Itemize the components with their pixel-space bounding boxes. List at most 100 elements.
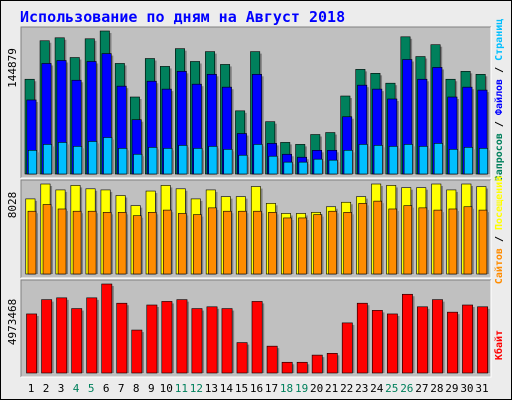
kbytes-bar-4: [71, 308, 83, 374]
kbytes-bar-19: [296, 361, 308, 374]
day-label-16: 16: [250, 382, 263, 395]
pages-bar-30: [463, 147, 473, 175]
sites-bar-2: [42, 204, 52, 275]
kbytes-bar-26: [402, 293, 413, 374]
pages-bar-6: [103, 137, 113, 175]
sites-bar-22: [343, 212, 352, 275]
panel-bevel-dark-2: [20, 179, 491, 278]
ymax-label-2: 8028: [6, 192, 19, 219]
sites-bar-15: [238, 210, 247, 275]
pages-bar-2: [43, 144, 53, 175]
sites-bar-12: [193, 214, 202, 275]
sites-bar-9: [147, 212, 157, 275]
day-label-5: 5: [88, 382, 95, 395]
pages-bar-25: [388, 146, 398, 175]
chart-title: Использование по дням на Август 2018: [20, 8, 345, 26]
sites-bar-20: [313, 214, 322, 275]
pages-bar-29: [448, 149, 458, 175]
pages-bar-24: [373, 145, 383, 175]
day-label-3: 3: [58, 382, 65, 395]
pages-bar-15: [238, 154, 248, 175]
sites-bar-1: [27, 210, 37, 275]
panel-bevel-dark-1: [20, 26, 491, 178]
kbytes-bar-27: [417, 306, 428, 374]
sites-bar-6: [102, 212, 112, 275]
day-label-17: 17: [265, 382, 278, 395]
legend-visits-part-1: Сайтов: [493, 248, 505, 284]
kbytes-bar-28: [432, 299, 443, 374]
kbytes-bar-1: [26, 313, 38, 374]
pages-bar-31: [478, 148, 488, 175]
pages-bar-1: [28, 150, 37, 175]
pages-bar-4: [73, 146, 83, 175]
sites-bar-28: [433, 209, 443, 275]
legend-visits-part-2: /: [494, 230, 505, 248]
day-label-31: 31: [475, 382, 488, 395]
pages-bar-12: [193, 148, 203, 175]
day-label-11: 11: [175, 382, 188, 395]
kbytes-bar-5: [86, 297, 98, 374]
kbytes-bar-6: [101, 283, 113, 374]
kbytes-bar-24: [371, 310, 383, 374]
day-label-26: 26: [400, 382, 413, 395]
sites-bar-19: [298, 217, 307, 275]
day-label-19: 19: [295, 382, 308, 395]
legend-requests-part-4: /: [494, 61, 505, 79]
sites-bar-8: [132, 215, 142, 275]
kbytes-bar-21: [326, 353, 338, 374]
sites-bar-5: [87, 210, 97, 275]
kbytes-bar-12: [191, 308, 203, 374]
legend-kbytes: Кбайт: [493, 330, 505, 360]
pages-bar-20: [313, 158, 323, 175]
legend-requests-part-2: /: [494, 115, 505, 133]
day-label-14: 14: [220, 382, 234, 395]
sites-bar-16: [253, 210, 262, 275]
sites-bar-23: [358, 203, 367, 275]
legend-visits: Сайтов / Посещений: [493, 176, 505, 284]
kbytes-bar-20: [311, 354, 323, 374]
kbytes-bar-30: [462, 304, 473, 374]
legend-visits-part-3: Посещений: [493, 176, 505, 230]
day-label-29: 29: [445, 382, 458, 395]
ymax-labels: 144879 8028 4973468: [6, 48, 19, 345]
pages-bar-7: [118, 148, 128, 175]
day-label-20: 20: [310, 382, 323, 395]
pages-bar-26: [403, 144, 413, 175]
sites-bar-21: [328, 210, 337, 275]
pages-bar-28: [433, 143, 443, 175]
panel-bevel-light-1: [21, 27, 492, 179]
day-label-21: 21: [325, 382, 338, 395]
sites-bar-14: [223, 210, 232, 275]
kbytes-bar-15: [236, 342, 248, 374]
day-label-1: 1: [28, 382, 35, 395]
pages-bar-18: [283, 161, 293, 175]
pages-bar-13: [208, 146, 218, 175]
legend-kbytes-part-1: Кбайт: [493, 330, 505, 360]
sites-bar-7: [117, 212, 127, 275]
kbytes-bar-2: [41, 299, 53, 374]
pages-bar-17: [268, 155, 278, 175]
day-label-12: 12: [190, 382, 203, 395]
legend-requests: Запросов / Файлов / Страниц: [493, 19, 505, 182]
kbytes-bar-11: [176, 299, 188, 374]
sites-bar-31: [478, 209, 488, 275]
ymax-label-1: 144879: [6, 48, 19, 88]
day-label-23: 23: [355, 382, 368, 395]
sites-bar-26: [403, 205, 413, 275]
sites-bar-29: [448, 208, 458, 275]
kbytes-bar-23: [356, 302, 368, 374]
day-label-6: 6: [103, 382, 110, 395]
sites-bar-27: [418, 207, 428, 275]
sites-bar-25: [388, 208, 398, 275]
day-label-4: 4: [73, 382, 80, 395]
pages-bar-27: [418, 146, 428, 175]
sites-bar-17: [268, 212, 277, 275]
pages-bar-22: [343, 150, 353, 175]
kbytes-bar-17: [266, 345, 278, 374]
kbytes-bar-29: [447, 311, 458, 374]
sites-bar-13: [208, 207, 217, 275]
day-label-8: 8: [133, 382, 140, 395]
